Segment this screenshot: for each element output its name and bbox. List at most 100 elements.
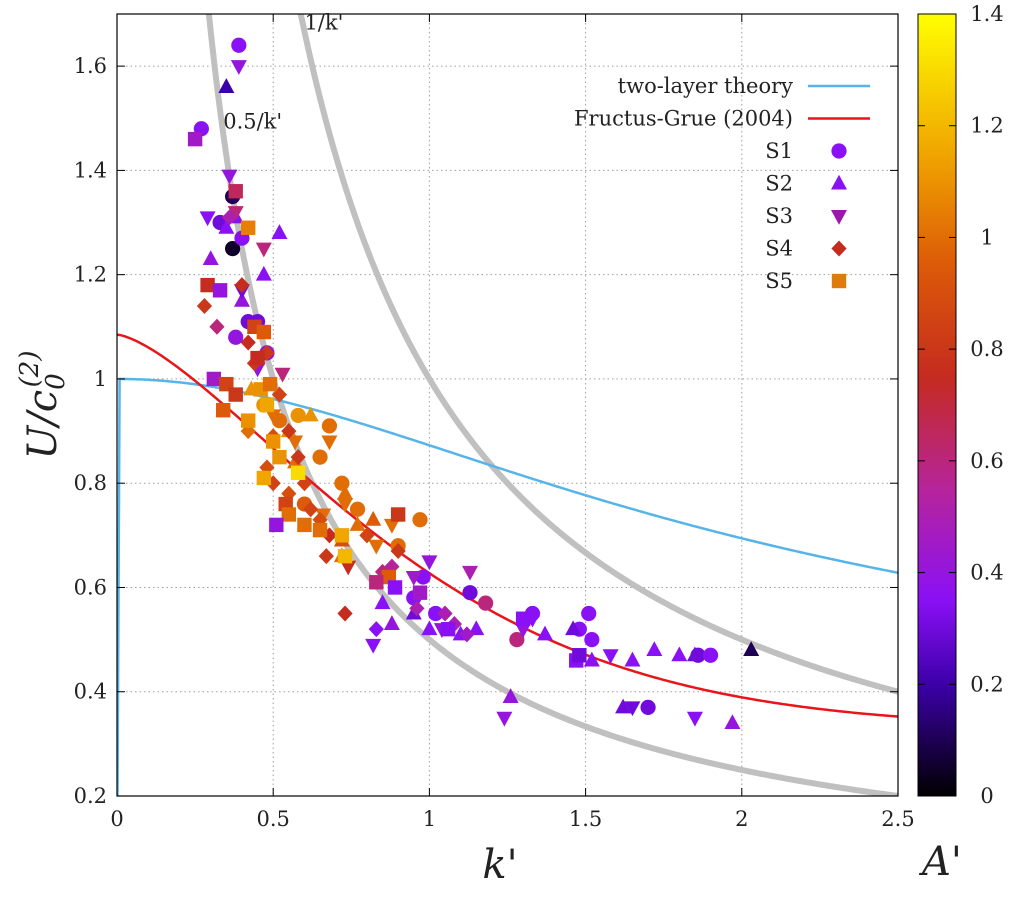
- data-point-s3: [274, 367, 291, 383]
- data-point-s3: [602, 649, 619, 665]
- data-point-s5: [266, 434, 281, 449]
- y-tick-label: 1: [94, 367, 107, 391]
- curve-annotation: 0.5/k': [223, 110, 282, 134]
- data-point-s5: [228, 387, 243, 402]
- data-point-s3: [199, 211, 216, 227]
- y-tick-label: 0.4: [74, 680, 107, 704]
- data-point-s1: [702, 647, 719, 663]
- data-point-s2: [255, 265, 272, 281]
- data-point-s1: [290, 407, 306, 424]
- data-point-s4: [390, 542, 406, 559]
- data-point-s2: [646, 641, 663, 657]
- colorbar-tick-label: 1.2: [970, 114, 1003, 138]
- data-point-s2: [383, 615, 400, 630]
- reference-curves: [205, 14, 898, 796]
- colorbar-tick-label: 0.6: [970, 449, 1003, 473]
- data-point-s5: [256, 324, 272, 340]
- data-point-s4: [209, 318, 225, 335]
- data-point-s3: [265, 409, 282, 425]
- data-point-s4: [409, 600, 425, 617]
- data-point-s4: [290, 449, 306, 466]
- legend-label: S4: [765, 237, 793, 261]
- data-point-s4: [259, 459, 275, 476]
- colorbar-tick-label: 0.8: [970, 337, 1003, 361]
- data-point-s3: [405, 571, 422, 586]
- data-point-s4: [337, 605, 353, 622]
- data-point-s2: [365, 510, 382, 526]
- legend-label: S1: [765, 139, 793, 163]
- data-point-s5: [281, 507, 297, 522]
- data-point-s1: [224, 241, 241, 257]
- data-point-s2: [233, 291, 250, 307]
- data-point-s1: [584, 632, 600, 648]
- data-point-s2: [218, 218, 235, 234]
- data-point-s1: [231, 37, 247, 53]
- colorbar-tick-label: 1.4: [970, 2, 1003, 26]
- data-point-s2: [671, 646, 688, 662]
- colorbar-tick-label: 1: [980, 225, 993, 249]
- legend-label: Fructus-Grue (2004): [574, 107, 793, 131]
- colorbar-tick-label: 0: [980, 784, 993, 808]
- data-point-s5: [369, 575, 384, 590]
- data-point-s5: [216, 403, 231, 418]
- data-point-s5: [241, 413, 256, 428]
- data-point-s3: [421, 555, 438, 571]
- y-tick-label: 1.6: [74, 54, 107, 78]
- data-point-s1: [228, 329, 244, 345]
- x-tick-label: 1.5: [569, 807, 602, 831]
- data-point-s4: [259, 344, 275, 361]
- y-axis-title-base: U/c: [20, 390, 66, 460]
- colorbar: 0 0.2 0.4 0.6 0.8 1 1.2 1.4: [917, 2, 1004, 808]
- data-point-s2: [337, 484, 354, 500]
- curve-annotation: 1/k': [304, 11, 343, 35]
- data-point-s3: [340, 560, 357, 576]
- data-point-s1: [509, 632, 525, 648]
- y-axis-title-sub: 0: [41, 373, 71, 390]
- data-point-s2: [218, 78, 235, 93]
- data-point-s4: [265, 475, 281, 492]
- data-point-s2: [502, 688, 519, 703]
- data-point-s3: [230, 60, 247, 75]
- data-point-s5: [200, 277, 215, 293]
- data-point-s4: [196, 297, 213, 314]
- data-points: [187, 37, 760, 730]
- data-point-s3: [515, 623, 532, 638]
- data-point-s2: [374, 594, 391, 610]
- data-point-s4: [368, 621, 384, 638]
- data-point-s2: [615, 698, 632, 714]
- data-point-s1: [412, 512, 428, 528]
- data-point-s3: [686, 711, 703, 727]
- data-point-s3: [496, 711, 513, 727]
- data-point-s1: [312, 449, 328, 465]
- data-point-s5: [262, 376, 278, 392]
- legend-marker-sample: [831, 240, 847, 257]
- data-point-s2: [624, 651, 641, 667]
- data-point-s5: [515, 611, 531, 626]
- data-point-s3: [368, 539, 385, 555]
- data-point-s1: [478, 595, 494, 611]
- legend-marker-sample: [831, 143, 847, 159]
- data-point-s5: [387, 580, 403, 595]
- data-point-s5: [440, 621, 456, 637]
- reference-curve: [297, 14, 898, 695]
- data-point-s4: [240, 334, 256, 351]
- data-point-s5: [337, 548, 353, 564]
- data-point-s4: [234, 277, 250, 294]
- y-tick-label: 0.2: [74, 784, 107, 808]
- legend-marker-sample: [831, 174, 847, 190]
- y-axis-title-sup: (2): [15, 351, 45, 388]
- data-point-s4: [221, 209, 238, 226]
- data-point-s5: [312, 522, 328, 538]
- data-point-s4: [459, 626, 475, 643]
- data-point-s1: [581, 605, 597, 622]
- data-point-s3: [221, 169, 238, 185]
- colorbar-title: A': [918, 839, 962, 885]
- data-point-s5: [241, 220, 256, 235]
- two-layer-theory-curve: [117, 377, 898, 796]
- data-point-s1: [349, 501, 366, 517]
- y-tick-label: 0.8: [74, 471, 107, 495]
- data-point-s4: [281, 423, 297, 440]
- legend-label: S3: [765, 204, 793, 228]
- data-point-s2: [583, 651, 600, 667]
